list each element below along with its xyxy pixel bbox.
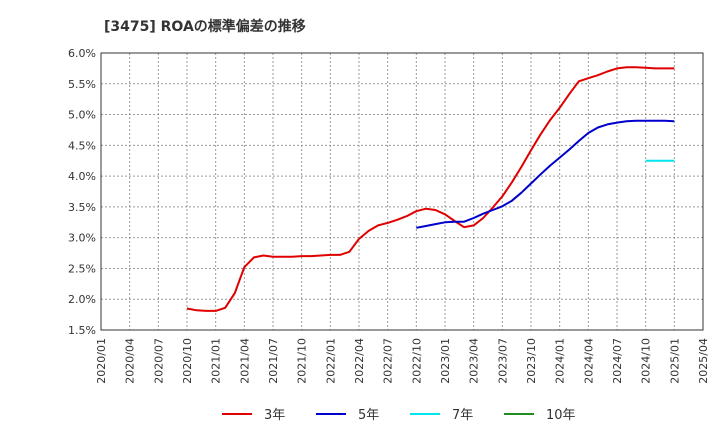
y-tick-label: 4.0% (68, 170, 96, 183)
x-tick-label: 2020/07 (152, 338, 165, 384)
x-tick-label: 2020/01 (95, 338, 108, 384)
y-tick-label: 3.5% (68, 201, 96, 214)
x-tick-label: 2020/10 (181, 338, 194, 384)
x-tick-label: 2023/10 (525, 338, 538, 384)
y-tick-label: 5.0% (68, 109, 96, 122)
y-tick-label: 3.0% (68, 232, 96, 245)
x-tick-label: 2023/04 (468, 338, 481, 384)
x-tick-label: 2022/01 (324, 338, 337, 384)
legend: 3年 5年 7年 10年 (222, 408, 576, 423)
x-tick-label: 2022/04 (353, 338, 366, 384)
x-tick-label: 2024/01 (554, 338, 567, 384)
series-layer (186, 66, 675, 312)
legend-label: 7年 (452, 408, 473, 423)
x-tick-label: 2024/07 (611, 338, 624, 384)
y-tick-label: 2.5% (68, 262, 96, 275)
x-tick-label: 2021/10 (296, 338, 309, 384)
legend-label: 5年 (358, 408, 379, 423)
x-tick-label: 2022/10 (410, 338, 423, 384)
x-tick-label: 2023/07 (496, 338, 509, 384)
x-tick-label: 2021/04 (238, 338, 251, 384)
y-tick-label: 4.5% (68, 139, 96, 152)
x-tick-label: 2021/01 (210, 338, 223, 384)
x-tick-label: 2021/07 (267, 338, 280, 384)
plot-frame (100, 52, 704, 331)
x-tick-label: 2025/01 (668, 338, 681, 384)
series-line-5年 (416, 119, 675, 229)
y-tick-label: 2.0% (68, 293, 96, 306)
x-tick-label: 2023/01 (439, 338, 452, 384)
grid (100, 52, 704, 331)
y-tick-label: 6.0% (68, 47, 96, 60)
y-tick-label: 5.5% (68, 78, 96, 91)
x-tick-label: 2020/04 (124, 338, 137, 384)
legend-label: 10年 (546, 408, 576, 423)
chart-title: [3475] ROAの標準偏差の推移 (104, 18, 306, 35)
x-tick-label: 2025/04 (697, 338, 710, 384)
y-tick-label: 1.5% (68, 324, 96, 337)
x-axis: 2020/01 2020/04 2020/07 2020/10 2021/01 2021/… (95, 338, 710, 384)
x-tick-label: 2022/07 (382, 338, 395, 384)
series-line-3年 (186, 66, 675, 312)
legend-label: 3年 (264, 408, 285, 423)
y-axis: 1.5% 2.0% 2.5% 3.0% 3.5% 4.0% 4.5% 5.0% 5.5% 6.0% (68, 47, 96, 337)
x-tick-label: 2024/10 (640, 338, 653, 384)
x-tick-label: 2024/04 (582, 338, 595, 384)
